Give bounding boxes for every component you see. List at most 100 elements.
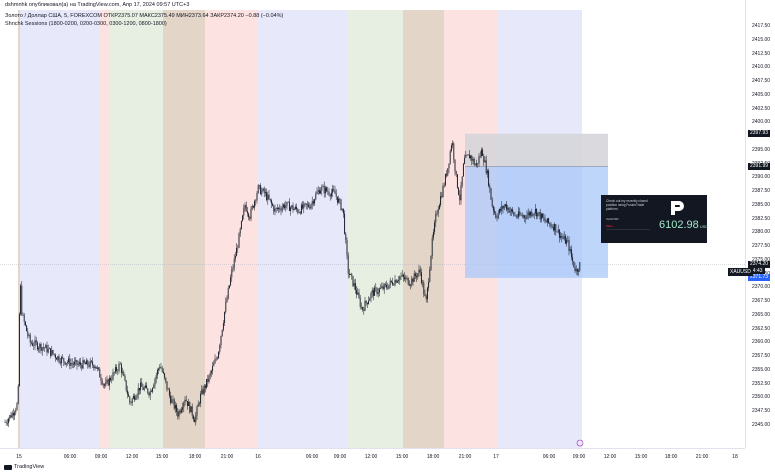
candle-body [345,233,347,241]
candle-body [143,387,145,390]
price-tick: 2367.50 [752,298,771,305]
candle-body [299,212,301,214]
candle-body [39,343,41,349]
candle-body [150,391,152,392]
candle-body [560,235,562,238]
candle-body [209,373,211,376]
price-tick: 2395.00 [752,146,771,153]
candle-body [489,185,491,189]
candle-body [494,210,496,213]
candle-body [215,358,217,360]
candle-body [300,204,302,214]
candle-body [324,187,326,194]
chart-area[interactable] [0,0,745,448]
candle-body [431,237,433,256]
candle-body [246,211,248,214]
time-tick: 15:00 [395,454,409,460]
candle-body [532,214,534,216]
time-tick: 15:00 [634,454,648,460]
candle-body [579,262,581,271]
candle-body [48,348,50,349]
candle-body [189,402,191,413]
candle-body [341,208,343,211]
session-band [348,10,403,448]
candle-body [430,255,432,270]
candle-body [531,211,533,216]
candle-body [21,285,23,315]
candle-body [17,386,19,404]
candle-body [286,201,288,206]
candle-body [66,362,68,363]
candle-body [212,366,214,372]
candle-body [63,358,65,362]
time-axis[interactable]: 15 06:00 09:00 12:00 15:00 18:00 21:00 16 06:00 0… [0,448,745,465]
candle-body [412,278,414,282]
tradingview-branding[interactable]: TradingView [4,464,44,470]
candle-body [208,375,210,382]
candle-body [70,363,72,366]
candle-body [389,280,391,285]
candle-body [56,357,58,360]
price-tick: 2347.50 [752,408,771,415]
price-axis[interactable]: 2417.50 2415.00 2412.50 2410.00 2407.50 2405.… [745,0,775,448]
candle-body [104,384,106,386]
candle-body [276,208,278,210]
candle-body [420,272,422,283]
candle-body [155,375,157,379]
candle-body [558,229,560,238]
price-chart[interactable] [0,0,745,448]
candle-body [488,170,490,186]
candle-body [81,364,83,369]
candle-body [372,290,374,296]
candle-body [77,363,79,365]
time-tick: 16 [255,454,261,460]
candle-body [58,356,60,362]
candle-body [376,288,378,294]
time-tick: 12:00 [364,454,378,460]
time-tick: 18:00 [664,454,678,460]
candle-body [413,273,415,282]
ad-banner[interactable]: Check out my recently closed position us… [601,195,708,243]
time-tick: 18 [732,454,738,460]
candle-body [542,213,544,218]
candle-body [429,269,431,282]
candle-body [351,273,353,277]
candle-body [366,302,368,304]
candle-body [279,207,281,210]
candle-body [180,409,182,413]
candle-body [330,192,332,197]
candle-body [368,300,370,304]
candle-body [244,205,246,209]
candle-body [534,208,536,214]
candle-body [207,378,209,382]
candle-body [8,418,10,424]
candle-body [425,295,427,300]
price-tick: 2415.00 [752,36,771,43]
candle-body [171,399,173,403]
candle-body [497,213,499,219]
candle-body [170,395,172,403]
candle-body [459,194,461,201]
candle-body [353,283,355,287]
candle-body [191,406,193,416]
candle-body [395,279,397,283]
candle-body [545,221,547,223]
candle-body [550,224,552,227]
candle-body [255,200,257,201]
candle-body [574,266,576,272]
time-tick: 09:00 [333,454,347,460]
candle-body [190,406,192,413]
candle-body [278,207,280,210]
candle-body [162,371,164,374]
symbol-ohlc-line[interactable]: Золото / Доллар США, 5, FOREXCOM ОТКР237… [5,13,284,19]
candle-body [268,194,270,199]
candle-body [347,255,349,274]
indicator-legend[interactable]: Shnchk Sessions (1800-0200, 0200-0300, 0… [5,21,167,27]
candle-body [334,190,336,194]
candle-body [146,385,148,389]
candle-body [183,402,185,408]
candle-body [449,151,451,164]
candle-body [564,236,566,244]
candle-body [83,360,85,363]
candle-body [257,185,259,194]
